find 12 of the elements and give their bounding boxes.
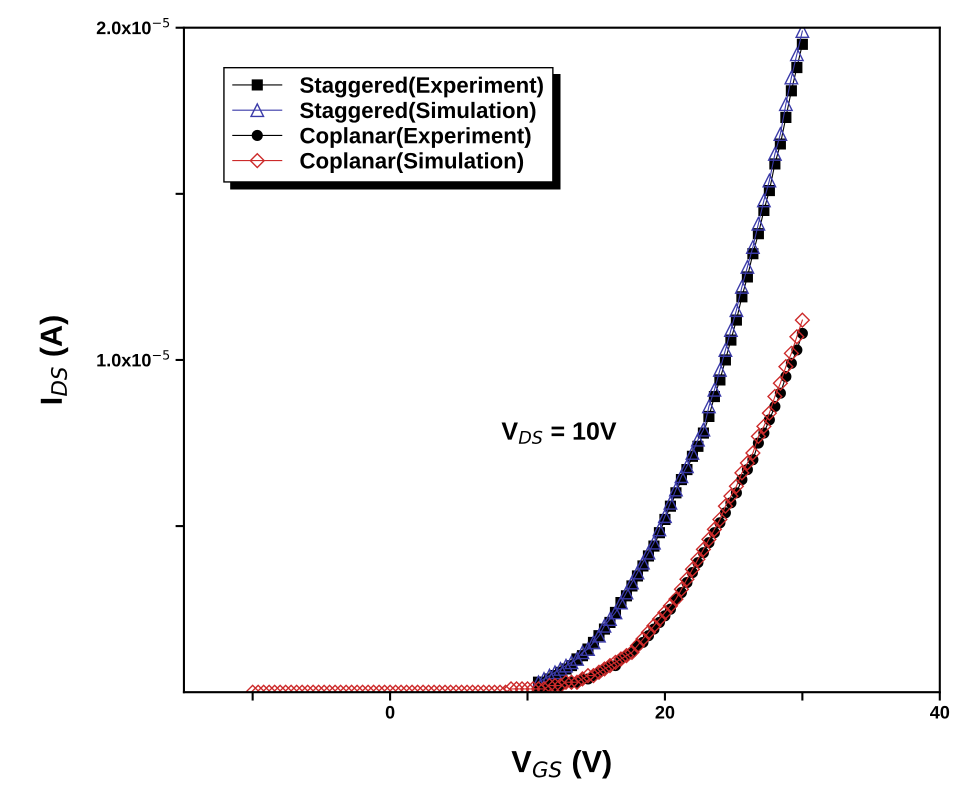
x-tick-label: 0 <box>386 706 394 719</box>
y-axis-title: I$_{DS}$ (A) <box>40 316 68 404</box>
legend-label: Coplanar(Simulation) <box>300 152 524 173</box>
y-tick-label: 2.0x10$^{−5}$ <box>96 18 170 34</box>
y-tick-label: 1.0x10$^{−5}$ <box>97 350 170 367</box>
x-tick-label: 20 <box>656 706 674 719</box>
x-axis-title: V$_{GS}$ (V) <box>512 750 611 778</box>
x-tick-label: 40 <box>930 706 950 719</box>
legend-label: Coplanar(Experiment) <box>300 127 531 148</box>
legend-label: Staggered(Simulation) <box>300 102 536 123</box>
legend-label: Staggered(Experiment) <box>300 76 543 98</box>
annotation: V$_{DS}$ = 10V <box>502 422 616 444</box>
